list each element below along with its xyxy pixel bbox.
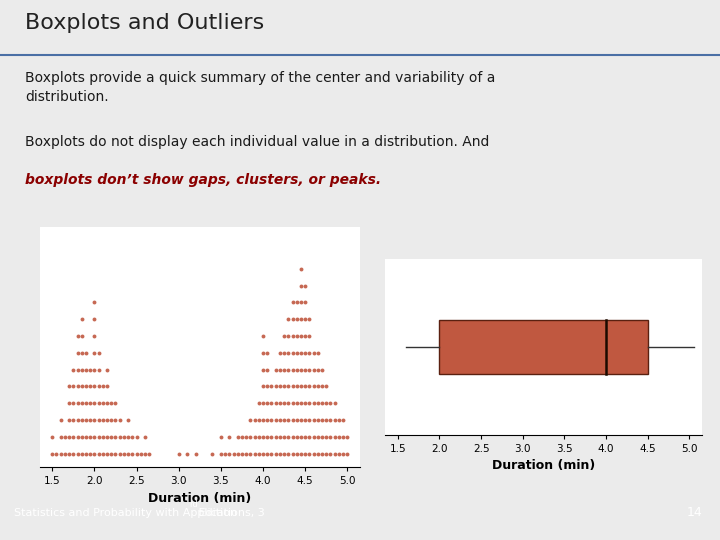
X-axis label: Duration (min): Duration (min) [148,492,251,505]
Bar [439,320,648,374]
X-axis label: Duration (min): Duration (min) [492,460,595,472]
Text: Boxplots provide a quick summary of the center and variability of a
distribution: Boxplots provide a quick summary of the … [25,71,495,104]
Text: boxplots don’t show gaps, clusters, or peaks.: boxplots don’t show gaps, clusters, or p… [25,173,382,187]
Text: rd: rd [189,501,198,509]
Text: Edition: Edition [195,508,238,518]
Text: Statistics and Probability with Applications, 3: Statistics and Probability with Applicat… [14,508,265,518]
Text: 14: 14 [686,507,702,519]
Text: Boxplots do not display each individual value in a distribution. And: Boxplots do not display each individual … [25,135,490,149]
Text: Boxplots and Outliers: Boxplots and Outliers [25,12,264,32]
